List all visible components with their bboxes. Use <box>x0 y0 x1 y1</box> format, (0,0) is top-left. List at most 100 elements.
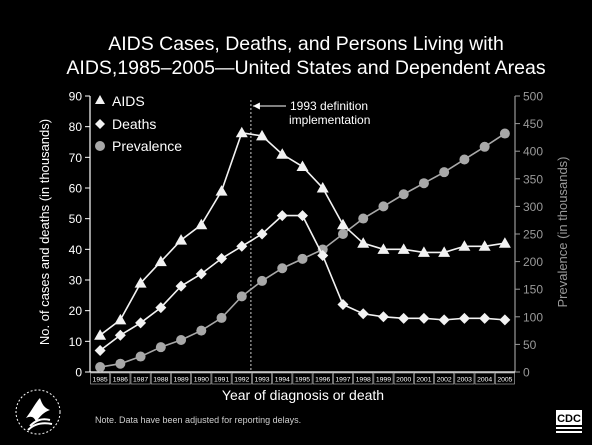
y-right-tick-label: 100 <box>523 310 543 324</box>
deaths-point <box>458 312 470 324</box>
prevalence-point <box>277 263 288 274</box>
prevalence-point <box>398 189 409 200</box>
aids-point <box>94 329 107 340</box>
x-tick-label: 1986 <box>113 377 128 384</box>
y-left-tick-label: 90 <box>69 90 83 104</box>
y-right-tick-label: 50 <box>523 338 537 352</box>
legend-label-deaths: Deaths <box>112 116 156 132</box>
y-right-tick-label: 250 <box>523 228 543 242</box>
prevalence-point <box>155 342 166 353</box>
x-tick-box <box>272 372 293 385</box>
y-left-tick-label: 10 <box>69 335 83 349</box>
legend: AIDS Deaths Prevalence <box>95 93 182 154</box>
x-tick-box <box>211 372 232 385</box>
prevalence-point <box>439 167 450 178</box>
x-tick-box <box>292 372 313 385</box>
x-tick-label: 2002 <box>437 377 452 384</box>
y-left-tick-label: 0 <box>75 366 82 380</box>
x-tick-box <box>474 372 495 385</box>
y-left-tick-label: 80 <box>69 120 83 134</box>
prevalence-point <box>216 312 227 323</box>
x-tick-label: 1989 <box>174 377 189 384</box>
x-tick-label: 1996 <box>315 377 330 384</box>
x-tick-label: 1995 <box>295 377 310 384</box>
x-tick-box <box>110 372 131 385</box>
aids-point <box>175 234 188 245</box>
x-axis-label: Year of diagnosis or death <box>222 387 384 403</box>
prevalence-point <box>176 334 187 345</box>
x-tick-box <box>150 372 171 385</box>
y-left-tick-label: 30 <box>69 274 83 288</box>
aids-point <box>397 243 410 254</box>
annotation-arrowhead-icon <box>252 102 260 110</box>
x-tick-box <box>494 372 515 385</box>
x-tick-box <box>252 372 272 385</box>
legend-triangle-marker <box>95 95 105 104</box>
prevalence-point <box>418 178 429 189</box>
deaths-point <box>135 317 147 329</box>
x-tick-box <box>130 372 151 385</box>
prevalence-point <box>479 141 490 152</box>
y-right-tick-label: 500 <box>523 90 543 104</box>
prevalence-point <box>459 154 470 165</box>
y-right-tick-label: 300 <box>523 200 543 214</box>
x-tick-box <box>312 372 333 385</box>
y-left-tick-label: 60 <box>69 182 83 196</box>
deaths-point <box>377 311 389 323</box>
aids-point <box>336 218 349 230</box>
deaths-point <box>438 314 450 326</box>
x-tick-box <box>90 372 111 385</box>
aids-point <box>235 126 248 138</box>
cdc-logo-text: CDC <box>557 413 581 425</box>
x-tick-label: 1994 <box>275 377 290 384</box>
x-tick-label: 1987 <box>133 377 148 384</box>
y-left-tick-label: 40 <box>69 243 83 257</box>
deaths-point <box>236 240 248 252</box>
x-tick-box <box>454 372 475 385</box>
y-right-tick-label: 0 <box>523 366 530 380</box>
x-tick-box <box>191 372 212 385</box>
deaths-point <box>297 210 308 222</box>
deaths-point <box>276 210 288 222</box>
x-tick-box <box>231 372 252 385</box>
deaths-point <box>357 308 369 320</box>
x-tick-box <box>414 372 434 385</box>
aids-point <box>296 160 309 172</box>
deaths-point <box>337 299 349 311</box>
aids-point <box>134 277 147 288</box>
x-tick-label: 2004 <box>477 377 492 384</box>
x-tick-label: 1997 <box>335 377 350 384</box>
x-tick-label: 2001 <box>416 377 431 384</box>
legend-label-aids: AIDS <box>112 93 145 109</box>
prevalence-point <box>499 128 510 139</box>
aids-point <box>215 185 228 196</box>
deaths-point <box>155 302 167 314</box>
deaths-point <box>317 249 329 261</box>
deaths-point <box>256 228 268 240</box>
y-right-tick-label: 150 <box>523 283 543 297</box>
prevalence-point <box>378 201 389 212</box>
x-tick-box <box>353 372 374 385</box>
deaths-point <box>114 329 126 341</box>
prevalence-point <box>115 358 126 369</box>
x-tick-label: 1991 <box>214 377 229 384</box>
deaths-point <box>398 312 410 324</box>
deaths-point <box>216 253 228 265</box>
annotation-label-line2: implementation <box>289 113 370 127</box>
aids-point <box>377 243 390 254</box>
aids-point <box>154 255 167 267</box>
aids-point <box>438 246 451 257</box>
aids-point <box>478 240 491 251</box>
deaths-point <box>175 280 187 292</box>
x-tick-label: 1992 <box>234 377 249 384</box>
aids-point <box>498 237 511 248</box>
prevalence-point <box>95 362 106 373</box>
aids-point <box>195 218 208 230</box>
y-right-tick-label: 400 <box>523 145 543 159</box>
x-tick-label: 1985 <box>93 377 108 384</box>
prevalence-point <box>358 213 369 224</box>
prevalence-point <box>196 325 207 336</box>
x-tick-label: 1993 <box>254 377 269 384</box>
